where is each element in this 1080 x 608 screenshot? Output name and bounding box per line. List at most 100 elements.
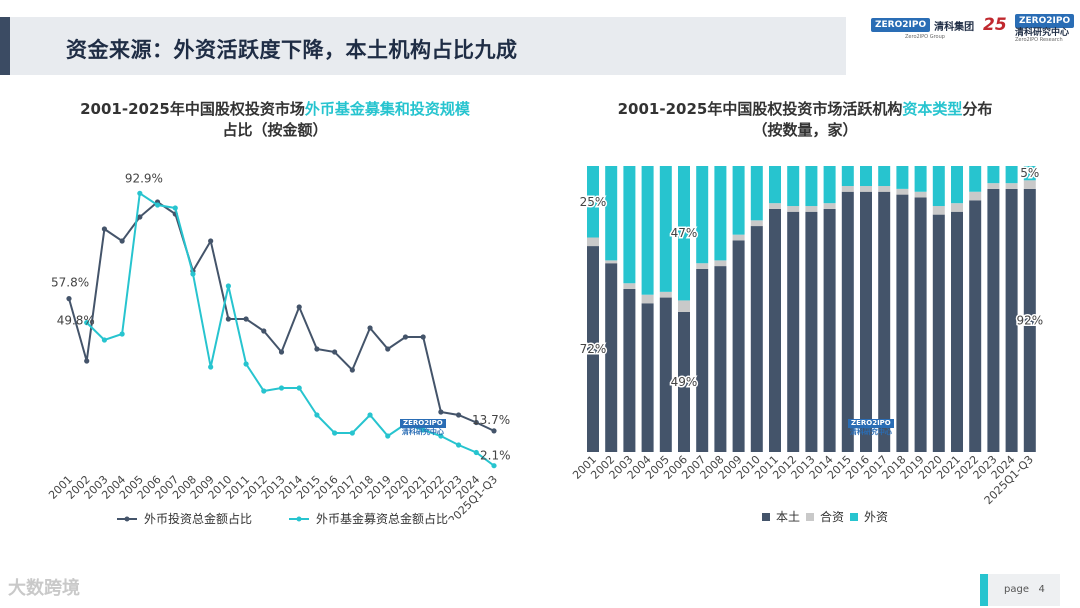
data-point-s0-12 (278, 349, 285, 355)
series-line-0 (68, 200, 495, 432)
legend-label-foreign-investment: 外币投资总金额占比 (144, 512, 253, 526)
data-point-s1-1 (84, 320, 90, 326)
page-number-accent (980, 574, 988, 606)
data-point-s1-7 (190, 271, 196, 277)
data-point-s0-8 (208, 238, 214, 244)
data-point-s1-10 (243, 361, 249, 367)
bar-s1-16 (878, 186, 891, 192)
data-point-s0-3 (119, 238, 125, 244)
title-band (0, 17, 846, 75)
bar-s1-17 (896, 188, 909, 195)
anniversary-logo: 25 (983, 12, 1007, 38)
bar-s0-6 (696, 268, 709, 452)
title-accent-bar (0, 17, 10, 75)
data-label: 13.7% (472, 413, 510, 427)
data-point-s0-13 (296, 304, 302, 310)
bar-s1-0 (587, 237, 599, 247)
data-label: 2.1% (480, 449, 511, 463)
bar-s2-24 (1023, 166, 1036, 181)
data-point-s0-14 (314, 346, 320, 352)
page-number: page 4 (1004, 584, 1045, 595)
bar-s1-4 (659, 291, 672, 298)
data-point-s0-4 (137, 214, 143, 220)
line-chart-watermark-logo: ZERO2IPO 清科研究中心 (400, 419, 446, 437)
data-point-s1-24 (491, 463, 497, 469)
anniversary-number: 25 (983, 15, 1007, 35)
data-point-s0-20 (420, 334, 426, 340)
bar-s2-7 (714, 166, 727, 261)
data-point-s0-19 (402, 334, 409, 340)
legend-label-foreign-fundraising: 外币基金募资总金额占比 (316, 512, 449, 526)
data-point-s0-17 (367, 325, 373, 331)
bar-s2-14 (841, 166, 854, 187)
bar-s1-22 (987, 183, 1000, 189)
research-sub: Zero2IPO Research (1015, 37, 1063, 43)
data-label: 57.8% (51, 276, 89, 290)
data-point-s0-24 (491, 428, 497, 434)
bar-s0-1 (605, 263, 618, 452)
bar-s1-18 (914, 191, 927, 198)
bar-chart-watermark-logo: ZERO2IPO 清科研究中心 (848, 419, 894, 437)
legend-label-foreign: 外资 (864, 510, 889, 524)
bar-s1-19 (932, 206, 945, 215)
data-point-s1-15 (332, 430, 338, 436)
legend-label-domestic: 本土 (776, 510, 801, 524)
data-point-s0-2 (101, 226, 108, 232)
bar-s1-23 (1005, 183, 1018, 189)
bar-s2-0 (587, 166, 599, 238)
bar-s0-11 (787, 211, 800, 452)
watermark-text: 大数跨境 (8, 578, 80, 599)
data-point-s0-11 (261, 328, 267, 334)
legend-swatch-domestic (762, 512, 770, 521)
page-label: page (1004, 584, 1029, 595)
bar-s2-6 (696, 166, 709, 264)
bar-s2-11 (787, 166, 800, 207)
page-number-value: 4 (1038, 584, 1045, 595)
bar-s1-3 (641, 294, 654, 304)
data-point-s0-1 (84, 358, 90, 364)
bar-watermark-name: 清科研究中心 (849, 428, 892, 436)
data-point-s1-22 (455, 442, 462, 448)
data-point-s0-22 (455, 412, 462, 418)
line-chart: 57.8%49.8%92.9%13.7%2.1%2001200220032004… (46, 171, 511, 520)
legend-label-jv: 合资 (820, 510, 845, 524)
bar-s0-12 (805, 211, 818, 452)
bar-s1-1 (605, 260, 618, 264)
bar-s0-21 (969, 200, 982, 452)
bar-s0-9 (750, 226, 763, 452)
zero2ipo-research-logo: ZERO2IPO (1015, 8, 1075, 34)
bar-s1-6 (696, 263, 709, 269)
bar-s0-13 (823, 208, 836, 452)
data-point-s1-4 (137, 190, 143, 196)
line-chart-title-part2: 占比（按金额） (222, 121, 328, 139)
bar-s2-19 (932, 166, 945, 207)
bar-s1-9 (750, 220, 763, 227)
page-number-box (980, 574, 1060, 606)
legend-swatch-foreign (850, 512, 859, 521)
bar-s1-24 (1023, 180, 1036, 189)
bar-s1-21 (969, 191, 982, 201)
line-watermark-box: ZERO2IPO (400, 419, 446, 428)
bar-s2-1 (605, 166, 618, 261)
research-logo-box: ZERO2IPO (1015, 14, 1075, 28)
data-label: 25% (580, 195, 607, 209)
bar-s0-22 (987, 188, 1000, 452)
bar-s2-3 (641, 166, 654, 295)
data-point-s0-15 (332, 349, 338, 355)
bar-chart-subtitle: （按数量，家） (752, 121, 858, 139)
data-point-s1-21 (438, 433, 444, 439)
data-point-s1-3 (119, 331, 125, 337)
line-chart-legend: 外币投资总金额占比 外币基金募资总金额占比 (116, 510, 448, 527)
bar-s1-12 (805, 206, 818, 212)
bar-s2-5 (678, 166, 690, 301)
bar-s1-5 (678, 300, 690, 312)
data-point-s1-6 (172, 205, 178, 211)
bar-s0-15 (860, 191, 872, 453)
bar-s2-8 (732, 166, 745, 235)
bar-s0-16 (878, 191, 891, 453)
bar-s2-2 (623, 166, 636, 284)
bar-s1-2 (623, 283, 636, 289)
bar-s0-8 (732, 240, 745, 452)
bar-s2-12 (805, 166, 818, 207)
bar-s2-22 (987, 166, 1000, 184)
